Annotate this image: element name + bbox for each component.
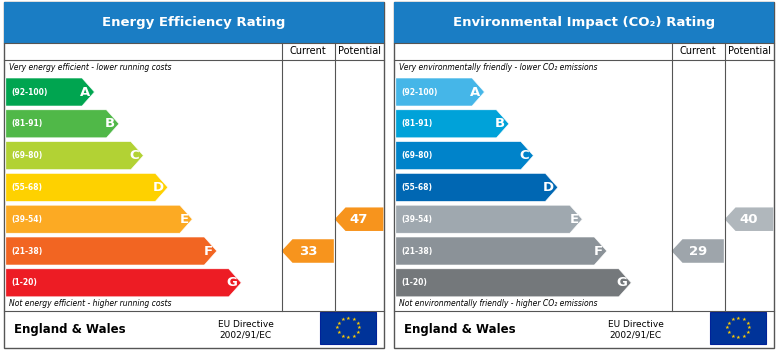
Text: (69-80): (69-80)	[402, 151, 433, 160]
Polygon shape	[282, 239, 334, 263]
Text: ★: ★	[335, 326, 339, 330]
Text: (69-80): (69-80)	[12, 151, 43, 160]
Polygon shape	[396, 78, 484, 106]
Text: Very environmentally friendly - lower CO₂ emissions: Very environmentally friendly - lower CO…	[399, 63, 597, 72]
Text: G: G	[616, 276, 627, 289]
Text: B: B	[105, 117, 115, 130]
Text: ★: ★	[746, 326, 751, 330]
Polygon shape	[396, 237, 607, 265]
Polygon shape	[396, 142, 534, 170]
Text: ★: ★	[355, 330, 360, 335]
Text: A: A	[470, 85, 480, 98]
Text: ★: ★	[356, 326, 361, 330]
Text: (1-20): (1-20)	[12, 278, 37, 287]
Text: D: D	[543, 181, 554, 194]
FancyBboxPatch shape	[394, 2, 774, 43]
Text: ★: ★	[336, 321, 341, 326]
Text: Not environmentally friendly - higher CO₂ emissions: Not environmentally friendly - higher CO…	[399, 299, 597, 308]
Text: F: F	[204, 245, 213, 258]
Text: England & Wales: England & Wales	[14, 323, 126, 336]
Text: D: D	[153, 181, 164, 194]
Text: Not energy efficient - higher running costs: Not energy efficient - higher running co…	[9, 299, 171, 308]
Text: Current: Current	[679, 46, 717, 56]
Polygon shape	[396, 205, 583, 233]
Text: (55-68): (55-68)	[12, 183, 43, 192]
Text: England & Wales: England & Wales	[404, 323, 516, 336]
Polygon shape	[6, 269, 241, 297]
Text: ★: ★	[736, 316, 740, 321]
Polygon shape	[6, 78, 94, 106]
Text: E: E	[569, 213, 579, 226]
Text: (55-68): (55-68)	[402, 183, 433, 192]
Text: Energy Efficiency Rating: Energy Efficiency Rating	[102, 16, 285, 29]
Text: EU Directive
2002/91/EC: EU Directive 2002/91/EC	[608, 320, 664, 340]
Text: ★: ★	[745, 321, 750, 326]
Text: 29: 29	[689, 245, 707, 258]
FancyBboxPatch shape	[394, 2, 774, 348]
Polygon shape	[396, 173, 558, 201]
Text: 47: 47	[349, 213, 368, 226]
Polygon shape	[335, 208, 384, 231]
Text: Current: Current	[289, 46, 327, 56]
Polygon shape	[725, 208, 774, 231]
Text: EU Directive
2002/91/EC: EU Directive 2002/91/EC	[218, 320, 274, 340]
Polygon shape	[6, 237, 217, 265]
Text: (92-100): (92-100)	[12, 88, 48, 97]
Text: ★: ★	[741, 317, 746, 322]
Polygon shape	[6, 205, 193, 233]
Text: ★: ★	[730, 317, 735, 322]
FancyBboxPatch shape	[710, 312, 766, 344]
Text: A: A	[80, 85, 90, 98]
Text: C: C	[519, 149, 530, 162]
Text: ★: ★	[736, 335, 740, 340]
FancyBboxPatch shape	[4, 2, 384, 43]
Text: ★: ★	[726, 330, 731, 335]
Text: Potential: Potential	[728, 46, 771, 56]
FancyBboxPatch shape	[4, 2, 384, 348]
Text: Environmental Impact (CO₂) Rating: Environmental Impact (CO₂) Rating	[452, 16, 715, 29]
Text: B: B	[495, 117, 505, 130]
Text: E: E	[179, 213, 189, 226]
Text: (21-38): (21-38)	[402, 246, 433, 256]
Text: ★: ★	[351, 334, 356, 339]
Polygon shape	[6, 173, 168, 201]
Text: (92-100): (92-100)	[402, 88, 438, 97]
Text: ★: ★	[730, 334, 735, 339]
Text: (39-54): (39-54)	[12, 215, 43, 224]
Text: ★: ★	[726, 321, 731, 326]
FancyBboxPatch shape	[320, 312, 376, 344]
Text: (1-20): (1-20)	[402, 278, 427, 287]
Polygon shape	[396, 269, 631, 297]
Text: ★: ★	[340, 317, 345, 322]
Polygon shape	[6, 142, 144, 170]
Polygon shape	[672, 239, 724, 263]
Text: G: G	[226, 276, 237, 289]
Text: ★: ★	[336, 330, 341, 335]
Text: C: C	[129, 149, 140, 162]
Text: (21-38): (21-38)	[12, 246, 43, 256]
Text: 33: 33	[299, 245, 317, 258]
Text: ★: ★	[355, 321, 360, 326]
Text: (39-54): (39-54)	[402, 215, 433, 224]
Text: ★: ★	[340, 334, 345, 339]
Text: ★: ★	[741, 334, 746, 339]
Text: F: F	[594, 245, 603, 258]
Text: ★: ★	[745, 330, 750, 335]
Polygon shape	[396, 110, 509, 138]
Text: ★: ★	[346, 335, 350, 340]
Text: 40: 40	[739, 213, 758, 226]
Text: ★: ★	[351, 317, 356, 322]
Text: Potential: Potential	[338, 46, 381, 56]
Text: (81-91): (81-91)	[12, 119, 43, 128]
Text: Very energy efficient - lower running costs: Very energy efficient - lower running co…	[9, 63, 171, 72]
Text: ★: ★	[346, 316, 350, 321]
Polygon shape	[6, 110, 119, 138]
Text: ★: ★	[725, 326, 729, 330]
Text: (81-91): (81-91)	[402, 119, 433, 128]
